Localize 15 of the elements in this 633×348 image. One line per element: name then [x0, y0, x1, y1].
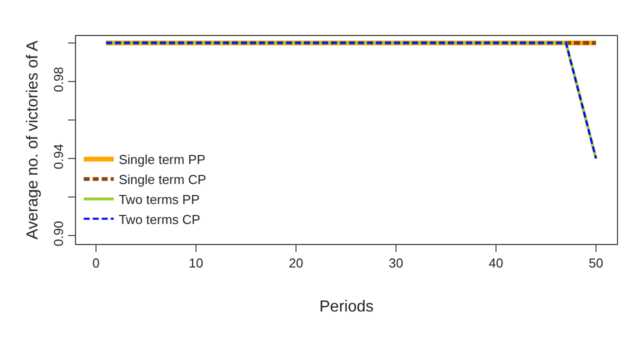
- x-tick-label: 10: [188, 256, 204, 271]
- legend-label: Single term CP: [118, 172, 206, 188]
- x-axis-title: Periods: [319, 298, 374, 316]
- y-axis-title: Average no. of victories of A: [24, 40, 42, 240]
- x-tick-label: 0: [92, 256, 100, 271]
- x-tick-label: 20: [288, 256, 304, 271]
- legend-label: Single term PP: [118, 152, 206, 168]
- x-tick-label: 40: [488, 256, 504, 271]
- legend-label: Two terms CP: [118, 212, 200, 227]
- x-tick-label: 30: [388, 256, 404, 271]
- legend-label: Two terms PP: [118, 192, 200, 207]
- y-tick-label: 0.94: [50, 144, 66, 170]
- y-tick-label: 0.98: [50, 66, 66, 92]
- x-tick-label: 50: [588, 256, 604, 271]
- y-tick-label: 0.90: [50, 220, 66, 246]
